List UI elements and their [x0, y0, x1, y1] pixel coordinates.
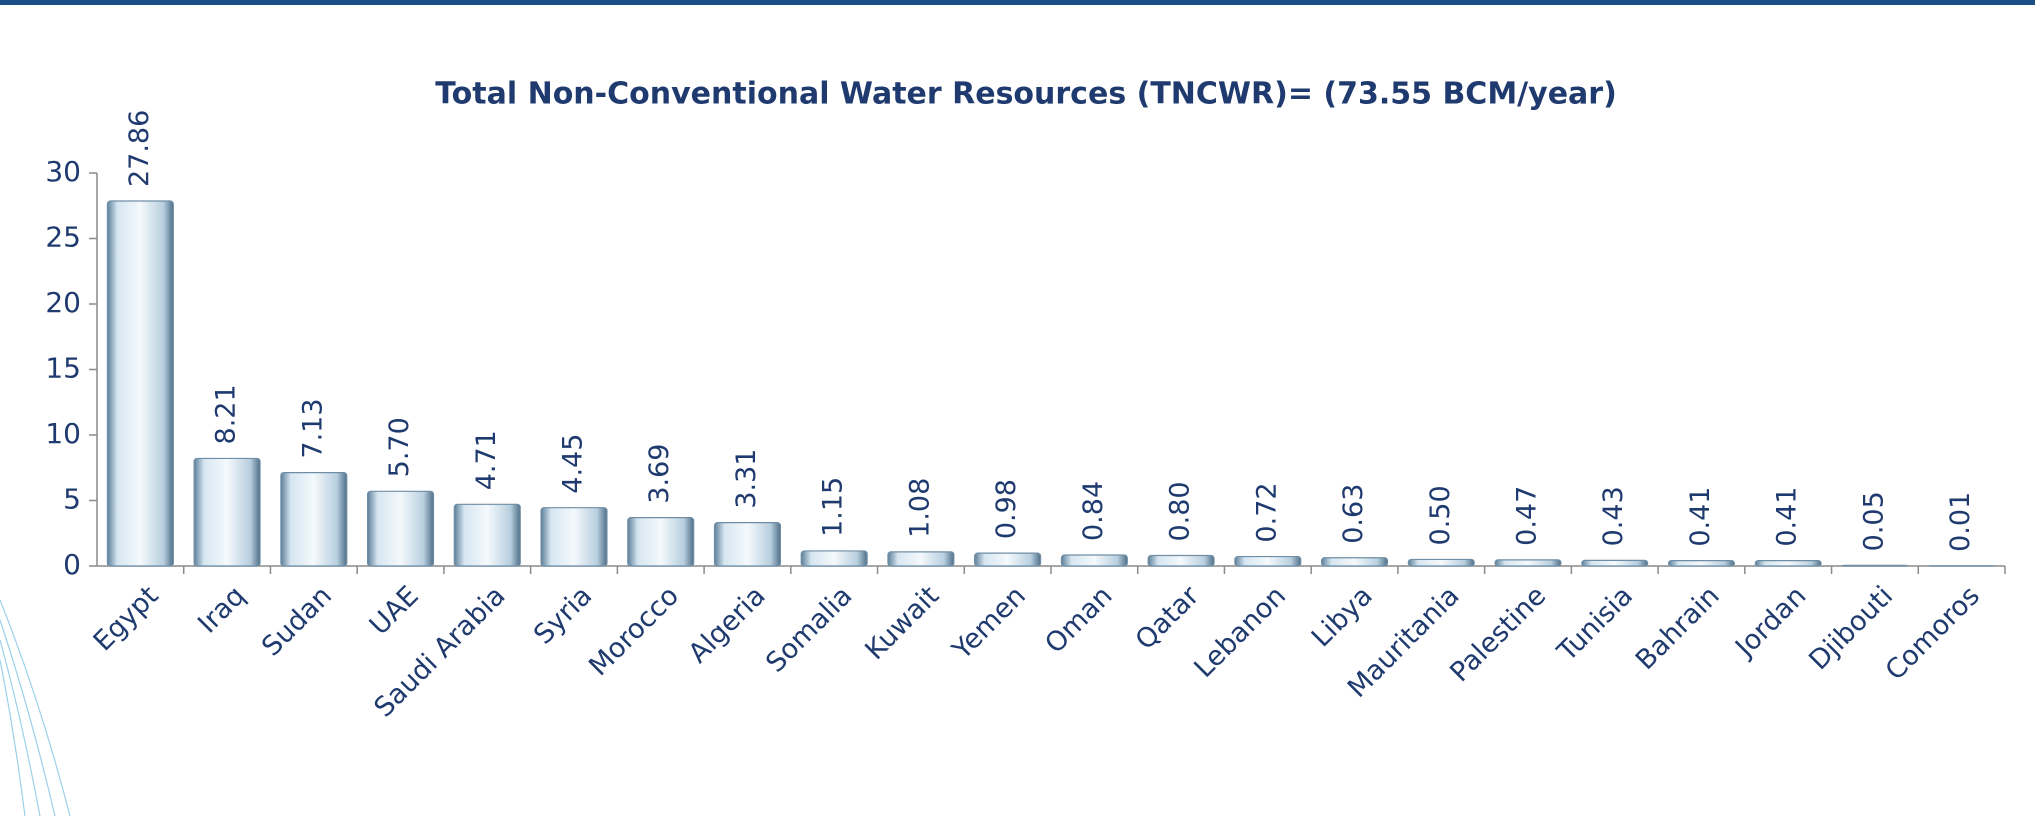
value-label: 0.01 — [1945, 492, 1976, 552]
value-label: 0.41 — [1685, 487, 1716, 547]
x-tick-label: Kuwait — [859, 580, 945, 666]
bar — [1060, 554, 1128, 567]
bar — [627, 517, 695, 567]
bar — [540, 507, 608, 567]
bar — [453, 503, 521, 567]
value-label: 0.84 — [1078, 481, 1109, 541]
value-label: 4.71 — [471, 430, 502, 490]
value-label: 1.15 — [818, 477, 849, 537]
x-tick-label: Egypt — [88, 580, 165, 657]
x-tick-label: Morocco — [583, 580, 685, 682]
x-tick-label: Bahrain — [1630, 580, 1726, 676]
x-tick-label: Libya — [1306, 580, 1379, 653]
value-label: 0.47 — [1512, 486, 1543, 546]
x-tick-label: Tunisia — [1551, 580, 1639, 668]
value-label: 0.43 — [1598, 486, 1629, 546]
y-tick-label: 15 — [45, 352, 81, 385]
y-tick-label: 30 — [45, 155, 81, 188]
x-tick-label: Jordan — [1728, 580, 1812, 664]
value-label: 0.50 — [1425, 485, 1456, 545]
x-tick-label: Syria — [528, 580, 598, 650]
y-tick-label: 5 — [63, 483, 81, 516]
bar — [1494, 559, 1562, 567]
bar — [106, 200, 174, 567]
value-label: 0.05 — [1858, 491, 1889, 551]
x-tick-label: Somalia — [760, 580, 858, 678]
bar — [974, 552, 1042, 567]
x-tick-label: Palestine — [1444, 580, 1552, 688]
x-tick-label: Oman — [1039, 580, 1118, 659]
chart-title: Total Non-Conventional Water Resources (… — [435, 77, 1617, 112]
x-tick-label: Algeria — [683, 580, 772, 669]
x-tick-label: Yemen — [946, 580, 1032, 666]
bar — [366, 490, 435, 567]
y-tick-label: 10 — [45, 417, 81, 450]
bar — [800, 550, 868, 567]
value-label: 8.21 — [211, 384, 242, 444]
value-label: 0.72 — [1251, 482, 1282, 542]
y-tick-label: 20 — [45, 286, 81, 319]
value-label: 0.98 — [991, 479, 1022, 539]
bar — [193, 457, 261, 567]
x-tick-label: Qatar — [1130, 580, 1206, 656]
x-tick-label: Sudan — [256, 580, 338, 662]
bar — [1841, 564, 1909, 567]
x-tick-label: Comoros — [1880, 580, 1986, 686]
bar — [1754, 560, 1822, 567]
decoration — [0, 599, 71, 816]
value-label: 3.31 — [731, 449, 762, 509]
bar — [1581, 559, 1649, 567]
x-tick-label: UAE — [364, 580, 425, 641]
top-band — [0, 0, 2035, 5]
x-tick-label: Iraq — [192, 580, 251, 639]
value-label: 1.08 — [904, 478, 935, 538]
bar — [713, 522, 782, 567]
bar — [1667, 560, 1736, 567]
value-label: 4.45 — [558, 434, 589, 494]
bar — [280, 471, 348, 567]
value-label: 27.86 — [124, 110, 155, 187]
value-label: 3.69 — [644, 444, 675, 504]
bar — [1320, 557, 1389, 567]
bar — [1234, 555, 1302, 567]
y-tick-label: 0 — [63, 548, 81, 581]
bar — [1407, 558, 1475, 567]
bar — [1147, 554, 1215, 567]
value-label: 7.13 — [297, 398, 328, 458]
value-label: 5.70 — [384, 417, 415, 477]
value-label: 0.41 — [1772, 487, 1803, 547]
x-tick-label: Lebanon — [1188, 580, 1292, 684]
y-tick-label: 25 — [45, 221, 81, 254]
value-label: 0.80 — [1165, 481, 1196, 541]
value-label: 0.63 — [1338, 484, 1369, 544]
bar — [887, 551, 955, 567]
